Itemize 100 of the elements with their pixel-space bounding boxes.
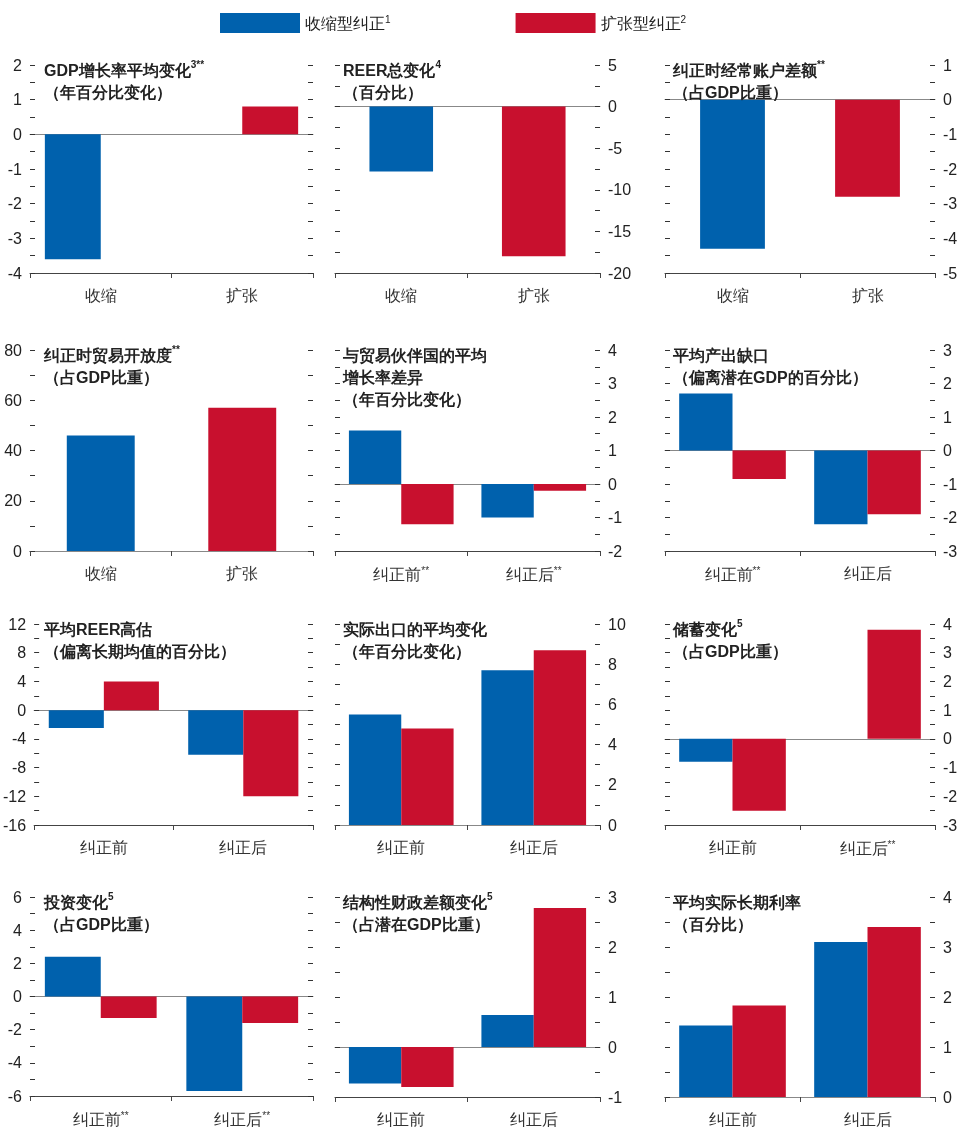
x-tick-label: 扩张 xyxy=(226,286,259,304)
y-tick-label: 4 xyxy=(608,736,617,754)
y-tick-label: -5 xyxy=(608,139,623,157)
x-tick-label: 纠正后 xyxy=(843,564,892,582)
bar xyxy=(401,1047,454,1087)
text: （偏离长期均值的百分比） xyxy=(44,641,236,661)
y-tick-label: -1 xyxy=(7,160,23,178)
y-tick-label: 2 xyxy=(13,56,23,74)
y-tick-label: -6 xyxy=(7,1087,23,1105)
y-tick-label: -16 xyxy=(3,816,27,834)
x-tick-label: 纠正后 xyxy=(843,1110,892,1127)
y-tick-label: 0 xyxy=(608,475,617,493)
x-tick-label: 扩张 xyxy=(517,286,550,304)
y-tick-label: -10 xyxy=(608,181,632,199)
y-tick-label: -2 xyxy=(943,787,958,805)
x-tick-label: 纠正后** xyxy=(505,564,562,583)
y-tick-label: -1 xyxy=(943,125,958,143)
y-tick-label: 3 xyxy=(608,888,617,906)
x-tick-label: 收缩 xyxy=(385,286,418,304)
y-tick-label: 0 xyxy=(943,730,952,748)
y-tick-label: -4 xyxy=(7,1054,23,1072)
y-tick-label: -2 xyxy=(608,542,623,560)
chart-title: 平均REER高估 xyxy=(43,619,153,638)
y-tick-label: 60 xyxy=(4,391,23,409)
y-tick-label: -1 xyxy=(608,1088,623,1106)
y-tick-label: -4 xyxy=(943,229,958,247)
x-tick-label: 收缩 xyxy=(716,286,749,304)
y-tick-label: 2 xyxy=(13,954,23,972)
chart-title: 平均实际长期利率 xyxy=(672,892,801,911)
x-tick-label: 纠正前 xyxy=(377,838,426,856)
y-tick-label: -20 xyxy=(608,264,632,282)
x-tick-label: 纠正后 xyxy=(509,838,558,856)
y-tick-label: 1 xyxy=(13,91,23,109)
y-tick-label: -1 xyxy=(943,759,958,777)
y-tick-label: -4 xyxy=(7,264,23,282)
bar xyxy=(732,1005,786,1097)
text: （占GDP比重） xyxy=(44,915,159,934)
y-tick-label: -3 xyxy=(943,542,958,560)
y-tick-label: 0 xyxy=(943,442,952,459)
x-tick-label: 扩张 xyxy=(851,286,884,304)
y-tick-label: 4 xyxy=(13,921,23,939)
y-tick-label: 4 xyxy=(608,341,617,359)
bar xyxy=(481,1015,534,1047)
y-tick-label: -15 xyxy=(608,222,632,240)
y-tick-label: 80 xyxy=(4,341,23,359)
y-tick-label: 6 xyxy=(608,695,617,713)
y-tick-label: 4 xyxy=(943,615,952,633)
y-tick-label: 20 xyxy=(4,492,23,510)
y-tick-label: 1 xyxy=(943,1038,952,1056)
y-tick-label: 1 xyxy=(943,56,952,74)
bar xyxy=(533,650,587,825)
y-tick-label: 8 xyxy=(608,655,617,673)
y-tick-label: 3 xyxy=(943,644,952,662)
y-tick-label: -2 xyxy=(943,509,958,526)
y-tick-label: 0 xyxy=(17,701,27,719)
x-tick-label: 收缩 xyxy=(84,286,117,304)
y-tick-label: 3 xyxy=(943,341,952,359)
y-tick-label: 0 xyxy=(943,91,952,109)
y-tick-label: 0 xyxy=(608,1038,617,1056)
y-tick-label: 2 xyxy=(608,938,617,956)
chart-title: 平均产出缺口 xyxy=(672,346,769,364)
y-tick-label: -3 xyxy=(943,195,958,213)
y-tick-label: 4 xyxy=(943,888,952,906)
y-tick-label: 2 xyxy=(943,375,952,392)
y-tick-label: -4 xyxy=(11,730,27,748)
x-tick-label: 纠正后 xyxy=(509,1110,558,1127)
text: （占潜在GDP比重） xyxy=(343,915,490,934)
x-tick-label: 纠正前** xyxy=(373,564,430,583)
text: （占GDP比重） xyxy=(673,642,788,661)
bar xyxy=(348,714,402,825)
y-tick-label: -3 xyxy=(943,816,958,834)
y-tick-label: 3 xyxy=(608,375,617,392)
y-tick-label: 12 xyxy=(8,615,27,633)
y-tick-label: 0 xyxy=(13,988,23,1005)
chart-title: 与贸易伙伴国的平均增长率差异 xyxy=(342,346,487,386)
text: （偏离潜在GDP的百分比） xyxy=(673,367,868,387)
y-tick-label: -12 xyxy=(3,787,27,805)
y-tick-label: 6 xyxy=(13,888,23,906)
y-tick-label: 2 xyxy=(608,776,617,794)
y-tick-label: -2 xyxy=(7,195,23,213)
y-tick-label: 0 xyxy=(608,98,617,116)
y-tick-label: 0 xyxy=(13,125,23,143)
chart-title: 实际出口的平均变化 xyxy=(343,620,488,638)
x-tick-label: 纠正前 xyxy=(79,838,128,856)
x-tick-label: 纠正前 xyxy=(377,1110,426,1127)
y-tick-label: 1 xyxy=(608,442,617,459)
x-tick-label: 纠正后 xyxy=(219,838,268,856)
y-tick-label: 1 xyxy=(943,408,952,426)
y-tick-label: 5 xyxy=(608,56,617,74)
text: （占GDP比重） xyxy=(44,368,159,387)
y-tick-label: 2 xyxy=(943,988,952,1006)
chart-title: 纠正时经常账户差额** xyxy=(672,58,825,79)
x-tick-label: 扩张 xyxy=(226,564,259,582)
x-tick-label: 收缩 xyxy=(84,564,117,582)
x-tick-label: 纠正前 xyxy=(708,838,757,856)
x-tick-label: 纠正前 xyxy=(708,1110,757,1127)
y-tick-label: 3 xyxy=(943,938,952,956)
bar xyxy=(867,927,921,1097)
x-tick-label: 纠正后** xyxy=(839,838,896,857)
y-tick-label: -1 xyxy=(608,509,623,526)
